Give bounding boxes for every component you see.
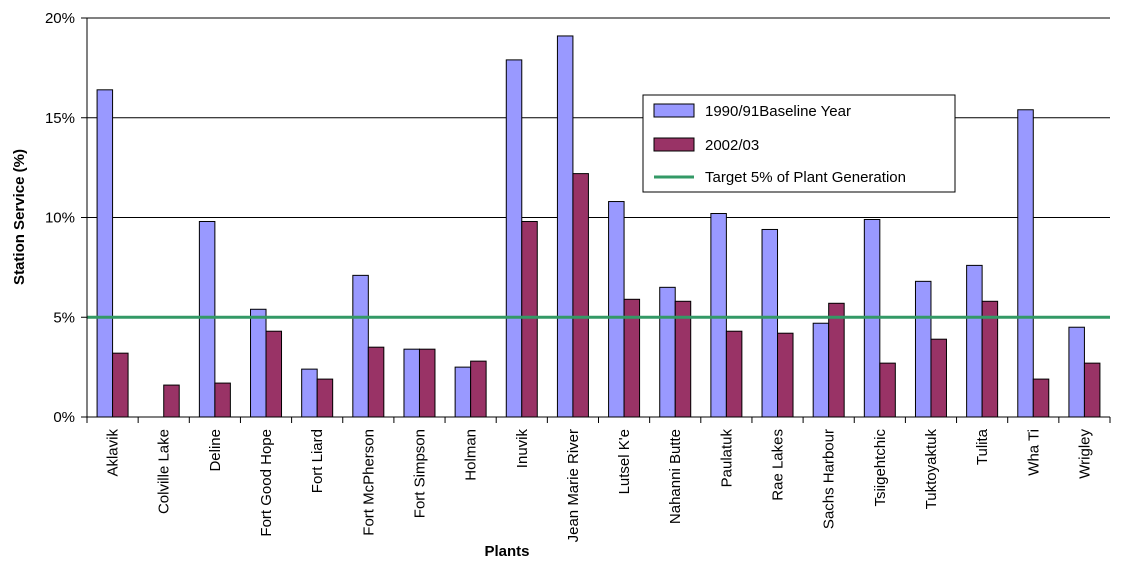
x-tick-label: Aklavik [105, 429, 122, 477]
x-tick-label: Rae Lakes [770, 429, 787, 501]
legend: 1990/91Baseline Year 2002/03 Target 5% o… [642, 94, 956, 193]
bar-baseline [812, 322, 830, 418]
y-tick-labels: 0% 5% 10% 15% 20% [45, 10, 75, 426]
x-tick-label: Sachs Harbour [821, 429, 838, 529]
x-axis-title: Plants [484, 543, 529, 560]
x-tick-label: Tulita [974, 428, 991, 465]
legend-label-2002-03: 2002/03 [705, 137, 759, 154]
bar-baseline [710, 213, 727, 418]
x-tick-label: Inuvik [514, 429, 531, 469]
bar-2002-03 [112, 352, 129, 418]
x-tick-labels: Aklavik Colville Lake Deline Fort Good Hope… [105, 428, 1094, 542]
bar-baseline [403, 348, 420, 418]
bar-baseline [914, 280, 932, 418]
bar-baseline [352, 274, 369, 418]
x-tick-label: Fort Liard [309, 429, 326, 493]
bar-2002-03 [1032, 378, 1050, 418]
bar-2002-03 [572, 173, 589, 418]
gridlines [87, 17, 1110, 318]
bar-baseline [966, 264, 983, 418]
x-tick-label: Deline [207, 429, 224, 472]
x-tick-label: Fort McPherson [360, 429, 377, 536]
x-tick-label: Tsiigehtchic [872, 429, 889, 507]
bar-2002-03 [828, 302, 845, 418]
bar-2002-03 [930, 338, 947, 418]
bar-baseline [454, 366, 472, 418]
y-tick-label: 5% [53, 309, 75, 326]
x-tick-label: Lutsel K'e [616, 429, 633, 494]
legend-swatch-2002-03 [653, 137, 695, 152]
x-tick-label: Tuktoyaktuk [923, 429, 940, 510]
legend-swatch-baseline [653, 103, 695, 118]
bar-2002-03 [367, 346, 385, 418]
bar-baseline [96, 89, 114, 418]
x-tick-label: Wha Ti [1025, 429, 1042, 476]
bar-2002-03 [163, 384, 180, 418]
y-tick-label: 10% [45, 210, 75, 227]
legend-box [642, 94, 956, 193]
legend-label-baseline: 1990/91Baseline Year [705, 103, 851, 120]
y-tick-label: 15% [45, 110, 75, 127]
legend-label-target: Target 5% of Plant Generation [705, 169, 906, 186]
y-tick-label: 20% [45, 10, 75, 27]
x-tick-label: Paulatuk [718, 429, 735, 488]
x-tick-label: Colville Lake [156, 429, 173, 514]
bar-baseline [1068, 326, 1085, 418]
bar-baseline [198, 220, 216, 418]
bar-baseline [505, 59, 523, 418]
bar-2002-03 [725, 330, 743, 418]
bar-2002-03 [316, 378, 334, 418]
bar-baseline [1017, 109, 1034, 418]
bar-2002-03 [265, 330, 283, 418]
bar-2002-03 [777, 332, 794, 418]
bar-2002-03 [879, 362, 896, 418]
x-tick-label: Nahanni Butte [667, 429, 684, 524]
axes [81, 17, 1111, 423]
y-tick-label: 0% [53, 409, 75, 426]
bar-2002-03 [470, 360, 487, 418]
x-tick-label: Holman [463, 429, 480, 481]
bar-baseline [608, 201, 625, 418]
x-tick-label: Jean Marie River [565, 429, 582, 542]
y-axis-title: Station Service (%) [11, 149, 28, 285]
bar-2002-03 [521, 220, 538, 418]
bar-2002-03 [418, 348, 436, 418]
bars [96, 35, 1101, 418]
x-tick-label: Wrigley [1076, 429, 1093, 479]
bar-baseline [301, 368, 318, 418]
bar-2002-03 [214, 382, 231, 418]
bar-baseline [556, 35, 574, 418]
bar-2002-03 [1083, 362, 1101, 418]
bar-baseline [250, 308, 267, 418]
bar-baseline [761, 228, 779, 418]
x-tick-label: Fort Good Hope [258, 429, 275, 537]
bar-baseline [659, 286, 676, 418]
x-tick-label: Fort Simpson [411, 429, 428, 518]
